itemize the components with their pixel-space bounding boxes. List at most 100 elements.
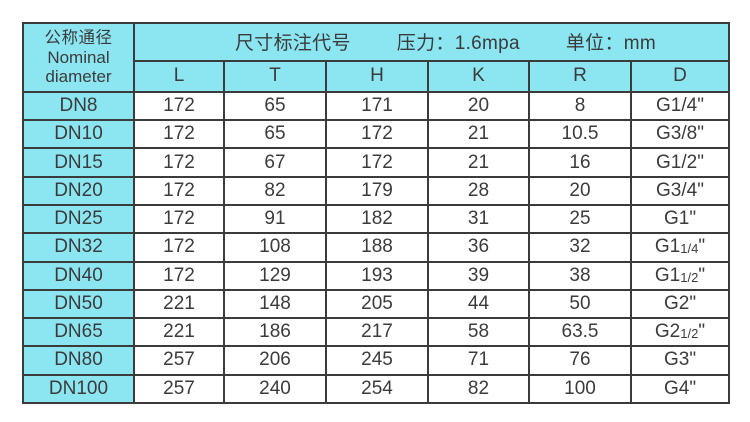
cell-h: 217 [325,317,429,348]
cell-k: 82 [427,373,530,405]
thread-size-inch-mark: " [689,349,697,371]
table-row: DN40 172 129 193 39 38 G11/2" [22,260,731,291]
row-header-nominal-diameter: DN100 [22,373,135,405]
table-row: DN80 257 206 245 71 76 G3" [22,345,731,376]
thread-size-fraction: 1/2 [680,326,699,342]
cell-l: 172 [133,119,225,150]
cell-k: 39 [427,260,530,291]
thread-size-inch-mark: " [698,321,706,343]
cell-t: 240 [223,373,327,405]
cell-r: 63.5 [528,317,632,348]
table-header-row-columns: L T H K R D [23,59,731,93]
header-nominal-diameter-english-2: diameter [45,66,112,86]
cell-t: 91 [223,204,327,235]
cell-d-thread-size: G2" [629,288,731,320]
cell-r: 10.5 [528,119,632,150]
cell-l: 221 [133,317,225,348]
header-nominal-diameter-english-1: Nominal [47,47,110,67]
table-row: DN100 257 240 254 82 100 G4" [22,373,731,405]
cell-h: 193 [325,260,429,291]
row-header-nominal-diameter: DN50 [22,288,135,320]
cell-d-thread-size: G3" [629,345,731,376]
cell-l: 172 [133,175,225,207]
table-row: DN10 172 65 172 21 10.5 G3/8" [22,119,731,150]
cell-t: 82 [223,175,327,207]
header-pressure-label: 压力：1.6mpa [396,33,520,55]
row-header-nominal-diameter: DN80 [22,345,135,376]
header-nominal-diameter-chinese: 公称通径 [44,29,113,48]
thread-size-main: G3/4 [656,179,698,201]
thread-size-inch-mark: " [697,179,704,201]
header-dimension-code-label: 尺寸标注代号 [234,33,351,55]
specification-table-container: 公称通径 Nominal diameter 尺寸标注代号 压力：1.6mpa 单… [22,22,731,405]
cell-r: 20 [528,175,632,207]
row-header-nominal-diameter: DN20 [22,175,135,207]
cell-k: 20 [427,90,530,122]
thread-size-main: G4 [663,377,690,399]
cell-t: 129 [223,260,327,291]
cell-h: 172 [325,119,429,150]
thread-size-fraction: 1/2 [680,269,699,285]
thread-size-inch-mark: " [698,264,706,286]
row-header-nominal-diameter: DN10 [22,119,135,150]
cell-h: 179 [325,175,429,207]
thread-size-inch-mark: " [697,95,704,117]
column-header-H: H [325,59,429,93]
cell-l: 172 [133,260,225,291]
cell-l: 257 [133,345,225,376]
cell-h: 188 [325,232,429,263]
cell-k: 71 [427,345,530,376]
cell-l: 172 [133,204,225,235]
cell-h: 245 [325,345,429,376]
thread-size-main: G2 [663,292,690,314]
cell-k: 21 [427,147,530,178]
thread-size-inch-mark: " [697,123,704,145]
column-header-L: L [133,59,225,93]
cell-k: 36 [427,232,530,263]
cell-r: 38 [528,260,632,291]
thread-size-inch-mark: " [689,377,697,399]
thread-size-main: G1/2 [656,151,698,173]
table-row: DN50 221 148 205 44 50 G2" [22,288,731,320]
cell-k: 31 [427,204,530,235]
cell-h: 205 [325,288,429,320]
thread-size-main: G1 [663,208,690,230]
cell-l: 257 [133,373,225,405]
table-row: DN20 172 82 179 28 20 G3/4" [22,175,731,207]
table-row: DN8 172 65 171 20 8 G1/4" [22,90,731,122]
thread-size-main: G1 [654,236,681,258]
cell-h: 182 [325,204,429,235]
header-unit-label: 单位：mm [565,33,657,55]
cell-d-thread-size: G3/8" [629,119,731,150]
cell-d-thread-size: G1" [629,204,731,235]
thread-size-main: G3 [663,349,690,371]
table-row: DN25 172 91 182 31 25 G1" [22,204,731,235]
column-header-R: R [528,59,632,93]
column-header-D: D [629,59,731,93]
column-header-T: T [223,59,327,93]
cell-r: 25 [528,204,632,235]
cell-l: 221 [133,288,225,320]
cell-h: 171 [325,90,429,122]
cell-k: 44 [427,288,530,320]
thread-size-inch-mark: " [697,151,704,173]
thread-size-inch-mark: " [689,208,697,230]
cell-d-thread-size: G3/4" [629,175,731,207]
row-header-nominal-diameter: DN25 [22,204,135,235]
cell-d-thread-size: G4" [629,373,731,405]
cell-l: 172 [133,147,225,178]
cell-t: 148 [223,288,327,320]
table-row: DN65 221 186 217 58 63.5 G21/2" [22,317,731,348]
cell-k: 58 [427,317,530,348]
row-header-nominal-diameter: DN8 [22,90,135,122]
cell-r: 100 [528,373,632,405]
cell-r: 50 [528,288,632,320]
cell-k: 21 [427,119,530,150]
thread-size-main: G2 [654,321,681,343]
thread-size-main: G1/4 [656,95,698,117]
cell-r: 76 [528,345,632,376]
thread-size-main: G3/8 [656,123,698,145]
cell-l: 172 [133,90,225,122]
row-header-nominal-diameter: DN65 [22,317,135,348]
pipe-dimension-table: 公称通径 Nominal diameter 尺寸标注代号 压力：1.6mpa 单… [22,22,731,405]
